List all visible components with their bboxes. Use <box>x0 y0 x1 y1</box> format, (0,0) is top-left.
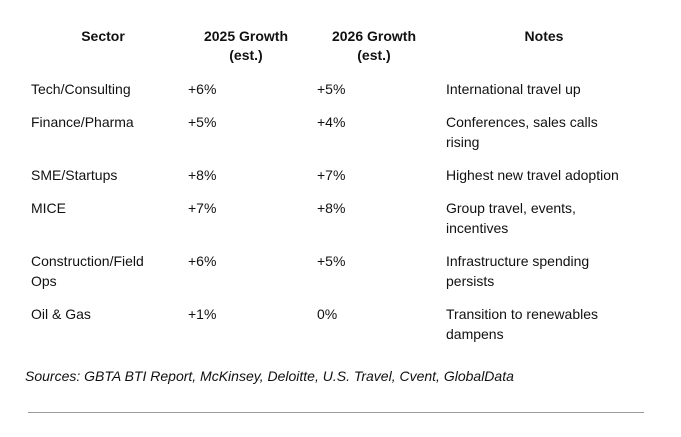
cell-notes-line: dampens <box>446 326 504 342</box>
cell-notes: International travel up <box>446 79 581 99</box>
cell-growth-2025: +6% <box>188 253 217 269</box>
cell-notes: Infrastructure spending persists <box>446 251 589 291</box>
cell-growth-2025: +5% <box>188 114 217 130</box>
cell-notes-line: Infrastructure spending <box>446 253 590 269</box>
cell-growth-2025: +1% <box>188 306 217 322</box>
cell-growth-2025: +7% <box>188 200 217 216</box>
cell-sector: Finance/Pharma <box>31 112 134 132</box>
cell-growth-2026: +8% <box>317 200 346 216</box>
divider <box>28 412 644 413</box>
cell-notes-line: Transition to renewables <box>446 306 599 322</box>
cell-notes: Group travel, events, incentives <box>446 198 576 238</box>
cell-sector-line: Ops <box>31 273 57 289</box>
header-growth-2025-line2: (est.) <box>229 47 263 63</box>
cell-notes-line: Conferences, sales calls <box>446 114 598 130</box>
cell-sector-line: Finance/Pharma <box>31 114 134 130</box>
cell-sector: Oil & Gas <box>31 304 91 324</box>
cell-notes: Highest new travel adoption <box>446 165 619 185</box>
cell-notes-line: International travel up <box>446 81 581 97</box>
header-growth-2026: 2026 Growth (est.) <box>314 27 434 65</box>
cell-notes-line: rising <box>446 134 480 150</box>
cell-sector-line: Tech/Consulting <box>31 81 131 97</box>
cell-sector-line: SME/Startups <box>31 167 118 183</box>
cell-notes: Transition to renewables dampens <box>446 304 598 344</box>
header-sector: Sector <box>62 27 144 46</box>
header-sector-label: Sector <box>81 28 125 44</box>
cell-sector: Tech/Consulting <box>31 79 131 99</box>
cell-sector: Construction/Field Ops <box>31 251 144 291</box>
cell-notes: Conferences, sales calls rising <box>446 112 598 152</box>
cell-growth-2026: +5% <box>317 253 346 269</box>
cell-sector: MICE <box>31 198 66 218</box>
sources-note: Sources: GBTA BTI Report, McKinsey, Delo… <box>25 368 514 384</box>
cell-notes-line: Highest new travel adoption <box>446 167 619 183</box>
header-growth-2025-line1: 2025 Growth <box>203 28 289 44</box>
cell-growth-2026: +5% <box>317 81 346 97</box>
cell-sector-line: Construction/Field <box>31 253 144 269</box>
cell-notes-line: incentives <box>446 220 509 236</box>
cell-notes-line: Group travel, events, <box>446 200 576 216</box>
header-growth-2025: 2025 Growth (est.) <box>186 27 306 65</box>
cell-growth-2026: +4% <box>317 114 346 130</box>
cell-growth-2026: +7% <box>317 167 346 183</box>
header-growth-2026-line1: 2026 Growth <box>331 28 417 44</box>
cell-growth-2026: 0% <box>317 306 338 322</box>
header-notes-label: Notes <box>524 28 564 44</box>
cell-sector-line: MICE <box>31 200 66 216</box>
cell-growth-2025: +8% <box>188 167 217 183</box>
cell-growth-2025: +6% <box>188 81 217 97</box>
cell-sector-line: Oil & Gas <box>31 306 91 322</box>
cell-notes-line: persists <box>446 273 495 289</box>
header-notes: Notes <box>494 27 594 46</box>
cell-sector: SME/Startups <box>31 165 117 185</box>
header-growth-2026-line2: (est.) <box>357 47 391 63</box>
